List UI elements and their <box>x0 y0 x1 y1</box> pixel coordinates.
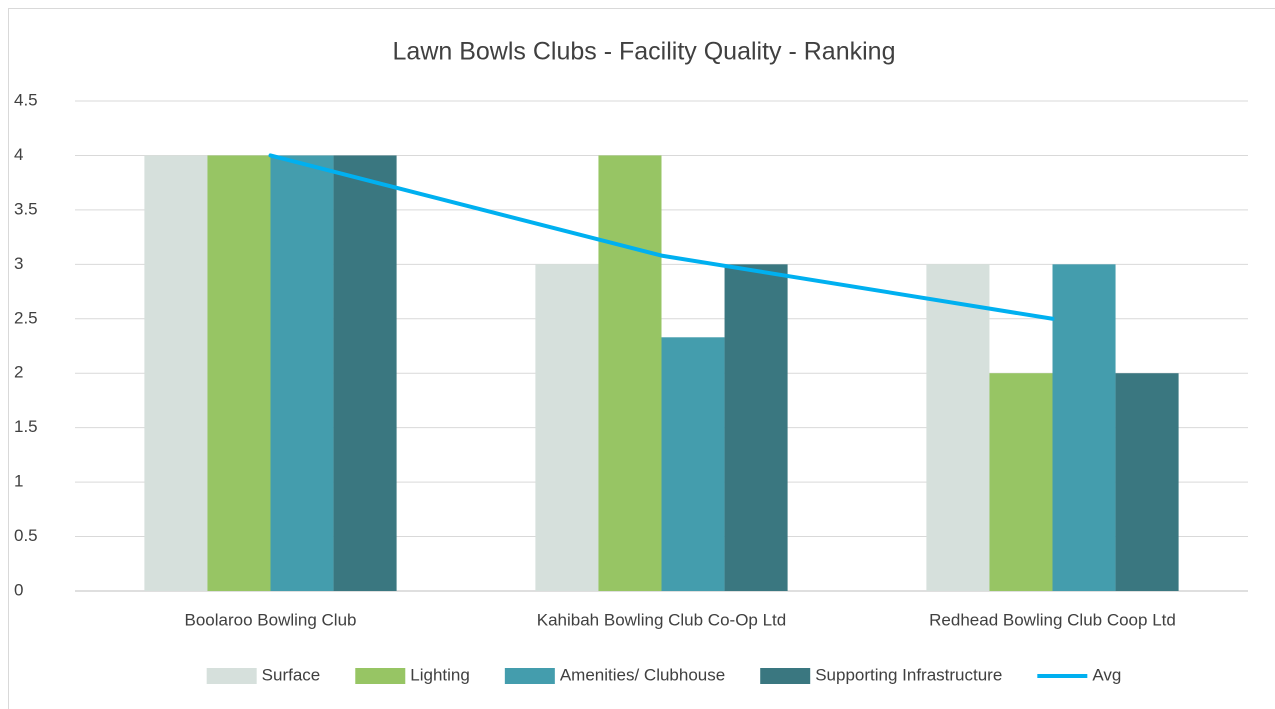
bar <box>333 155 397 591</box>
bar <box>926 264 990 591</box>
y-tick-label: 2 <box>14 363 23 382</box>
y-tick-label: 0.5 <box>14 526 38 545</box>
y-tick-label: 4 <box>14 145 23 164</box>
bar <box>724 264 788 591</box>
y-tick-label: 1 <box>14 472 23 491</box>
x-tick-label: Kahibah Bowling Club Co-Op Ltd <box>537 610 786 629</box>
bar <box>1052 264 1116 591</box>
legend-swatch <box>206 668 257 684</box>
bar <box>270 155 334 591</box>
chart-title: Lawn Bowls Clubs - Facility Quality - Ra… <box>393 38 896 66</box>
y-tick-label: 2.5 <box>14 308 38 327</box>
y-tick-label: 3 <box>14 254 23 273</box>
legend-swatch <box>355 668 406 684</box>
legend-swatch <box>760 668 811 684</box>
y-tick-label: 4.5 <box>14 90 38 109</box>
y-tick-label: 1.5 <box>14 417 38 436</box>
legend-label: Lighting <box>410 665 470 684</box>
legend-label: Amenities/ Clubhouse <box>560 665 725 684</box>
legend-label: Avg <box>1092 665 1121 684</box>
legend-label: Surface <box>262 665 321 684</box>
y-tick-label: 3.5 <box>14 199 38 218</box>
x-tick-label: Redhead Bowling Club Coop Ltd <box>929 610 1176 629</box>
avg-line <box>268 153 1055 321</box>
legend-swatch <box>504 668 555 684</box>
bar <box>989 373 1053 591</box>
legend-label: Supporting Infrastructure <box>815 665 1002 684</box>
bar <box>535 264 599 591</box>
bar <box>144 155 208 591</box>
y-tick-label: 0 <box>14 580 23 599</box>
bar <box>661 337 725 591</box>
bar <box>207 155 271 591</box>
bar <box>598 155 662 591</box>
x-tick-label: Boolaroo Bowling Club <box>185 610 357 629</box>
bar <box>1115 373 1179 591</box>
